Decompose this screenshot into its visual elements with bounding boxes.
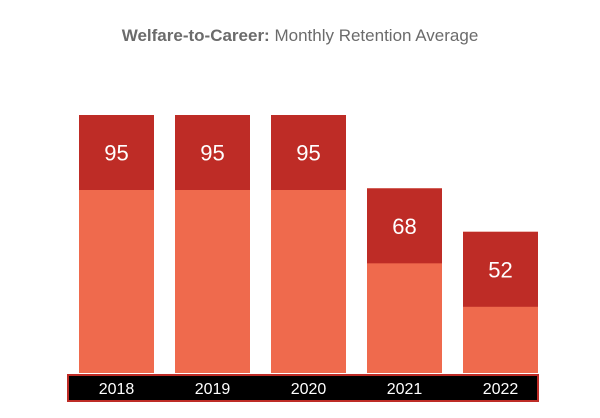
value-label-2022: 52 xyxy=(488,257,512,282)
value-label-2020: 95 xyxy=(296,141,320,166)
value-label-2018: 95 xyxy=(104,141,128,166)
x-axis-band xyxy=(67,374,539,402)
x-tick-label-2020: 2020 xyxy=(291,381,327,398)
x-tick-label-2021: 2021 xyxy=(387,381,423,398)
bar-cap-2022 xyxy=(463,231,538,307)
chart-title-bold: Welfare-to-Career: xyxy=(121,26,270,45)
x-axis-band-group: 2018 2019 2020 2021 2022 xyxy=(67,374,539,402)
value-label-2019: 95 xyxy=(200,141,224,166)
bars-group: 95 95 95 68 52 xyxy=(79,115,538,373)
x-tick-label-2018: 2018 xyxy=(99,381,135,398)
bar-cap-2019 xyxy=(175,115,250,190)
bar-cap-2020 xyxy=(271,115,346,190)
chart-title: Welfare-to-Career: Monthly Retention Ave… xyxy=(0,26,600,46)
chart-title-regular: Monthly Retention Average xyxy=(269,26,479,45)
x-tick-label-2022: 2022 xyxy=(483,381,519,398)
x-tick-label-2019: 2019 xyxy=(195,381,231,398)
bar-cap-2021 xyxy=(367,188,442,264)
bar-cap-2018 xyxy=(79,115,154,190)
value-label-2021: 68 xyxy=(392,214,416,239)
